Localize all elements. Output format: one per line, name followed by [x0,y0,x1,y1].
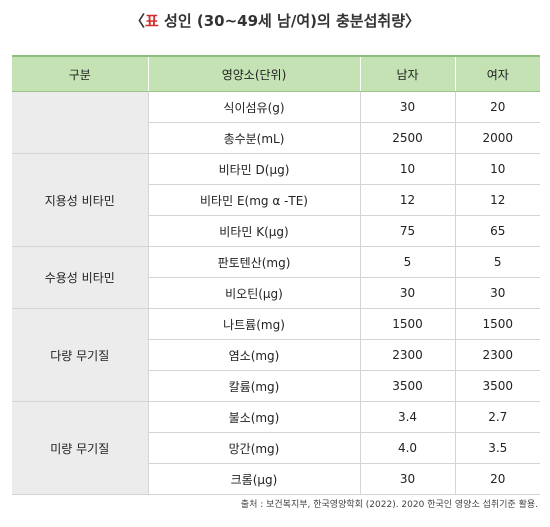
nutrient-cell: 식이섬유(g) [147,91,360,123]
title-label: 표 [145,12,159,30]
table-body: 식이섬유(g) 30 20 총수분(mL) 2500 2000 지용성 비타민 비타민 D(μ… [12,91,540,495]
header-cell: 여자 [454,55,540,92]
female-cell: 3.5 [454,432,540,464]
nutrient-cell: 나트륨(mg) [147,308,360,340]
group-cell [12,91,148,154]
female-cell: 65 [454,215,540,247]
row: 비타민 K(μg) 75 65 [12,215,540,247]
nutrient-cell: 판토텐산(mg) [147,246,360,278]
row: 식이섬유(g) 30 20 [12,91,540,154]
row: 칼륨(mg) 3500 3500 [12,370,540,402]
group-cell: 다량 무기질 [12,308,148,402]
header-cell: 구분 [12,55,148,92]
row: 미량 무기질 불소(mg) 3.4 2.7 [12,401,540,495]
title: 〈표 성인 (30~49세 남/여)의 충분섭취량〉 [0,10,550,31]
male-cell: 3500 [359,370,455,402]
female-cell: 20 [454,91,540,123]
male-cell: 3.4 [359,401,455,433]
nutrient-cell: 비타민 E(mg α -TE) [147,184,360,216]
male-cell: 12 [359,184,455,216]
male-cell: 10 [359,153,455,185]
female-cell: 2.7 [454,401,540,433]
group-cell: 미량 무기질 [12,401,148,495]
footnote: 출처 : 보건복지부, 한국영양학회 (2022). 2020 한국인 영양소 … [240,500,538,510]
nutrient-cell: 총수분(mL) [147,122,360,154]
row: 비오틴(μg) 30 30 [12,277,540,309]
female-cell: 2000 [454,122,540,154]
nutrient-cell: 칼륨(mg) [147,370,360,402]
male-cell: 30 [359,91,455,123]
row: 망간(mg) 4.0 3.5 [12,432,540,464]
intake-table: 구분 영양소(단위) 남자 여자 식이섬유(g) 30 20 총수분(mL) 2500 2000… [12,55,540,495]
female-cell: 5 [454,246,540,278]
row: 비타민 E(mg α -TE) 12 12 [12,184,540,216]
female-cell: 10 [454,153,540,185]
header-row: 구분 영양소(단위) 남자 여자 [12,55,540,92]
nutrient-cell: 염소(mg) [147,339,360,371]
header-cell: 영양소(단위) [147,55,360,92]
nutrient-cell: 크롬(μg) [147,463,360,495]
nutrient-cell: 비타민 K(μg) [147,215,360,247]
female-cell: 30 [454,277,540,309]
female-cell: 12 [454,184,540,216]
male-cell: 2300 [359,339,455,371]
male-cell: 4.0 [359,432,455,464]
row: 지용성 비타민 비타민 D(μg) 10 10 [12,153,540,247]
row: 다량 무기질 나트륨(mg) 1500 1500 [12,308,540,402]
header-cell: 남자 [359,55,455,92]
row: 총수분(mL) 2500 2000 [12,122,540,154]
male-cell: 2500 [359,122,455,154]
row: 수용성 비타민 판토텐산(mg) 5 5 [12,246,540,309]
row: 염소(mg) 2300 2300 [12,339,540,371]
group-cell: 지용성 비타민 [12,153,148,247]
nutrient-cell: 망간(mg) [147,432,360,464]
title-open: 〈 [129,12,145,30]
female-cell: 2300 [454,339,540,371]
nutrient-cell: 비타민 D(μg) [147,153,360,185]
female-cell: 1500 [454,308,540,340]
female-cell: 20 [454,463,540,495]
title-text: 성인 (30~49세 남/여)의 충분섭취량〉 [158,12,421,30]
group-cell: 수용성 비타민 [12,246,148,309]
male-cell: 1500 [359,308,455,340]
nutrient-cell: 비오틴(μg) [147,277,360,309]
male-cell: 30 [359,277,455,309]
female-cell: 3500 [454,370,540,402]
male-cell: 75 [359,215,455,247]
nutrient-cell: 불소(mg) [147,401,360,433]
male-cell: 30 [359,463,455,495]
row: 크롬(μg) 30 20 [12,463,540,495]
male-cell: 5 [359,246,455,278]
